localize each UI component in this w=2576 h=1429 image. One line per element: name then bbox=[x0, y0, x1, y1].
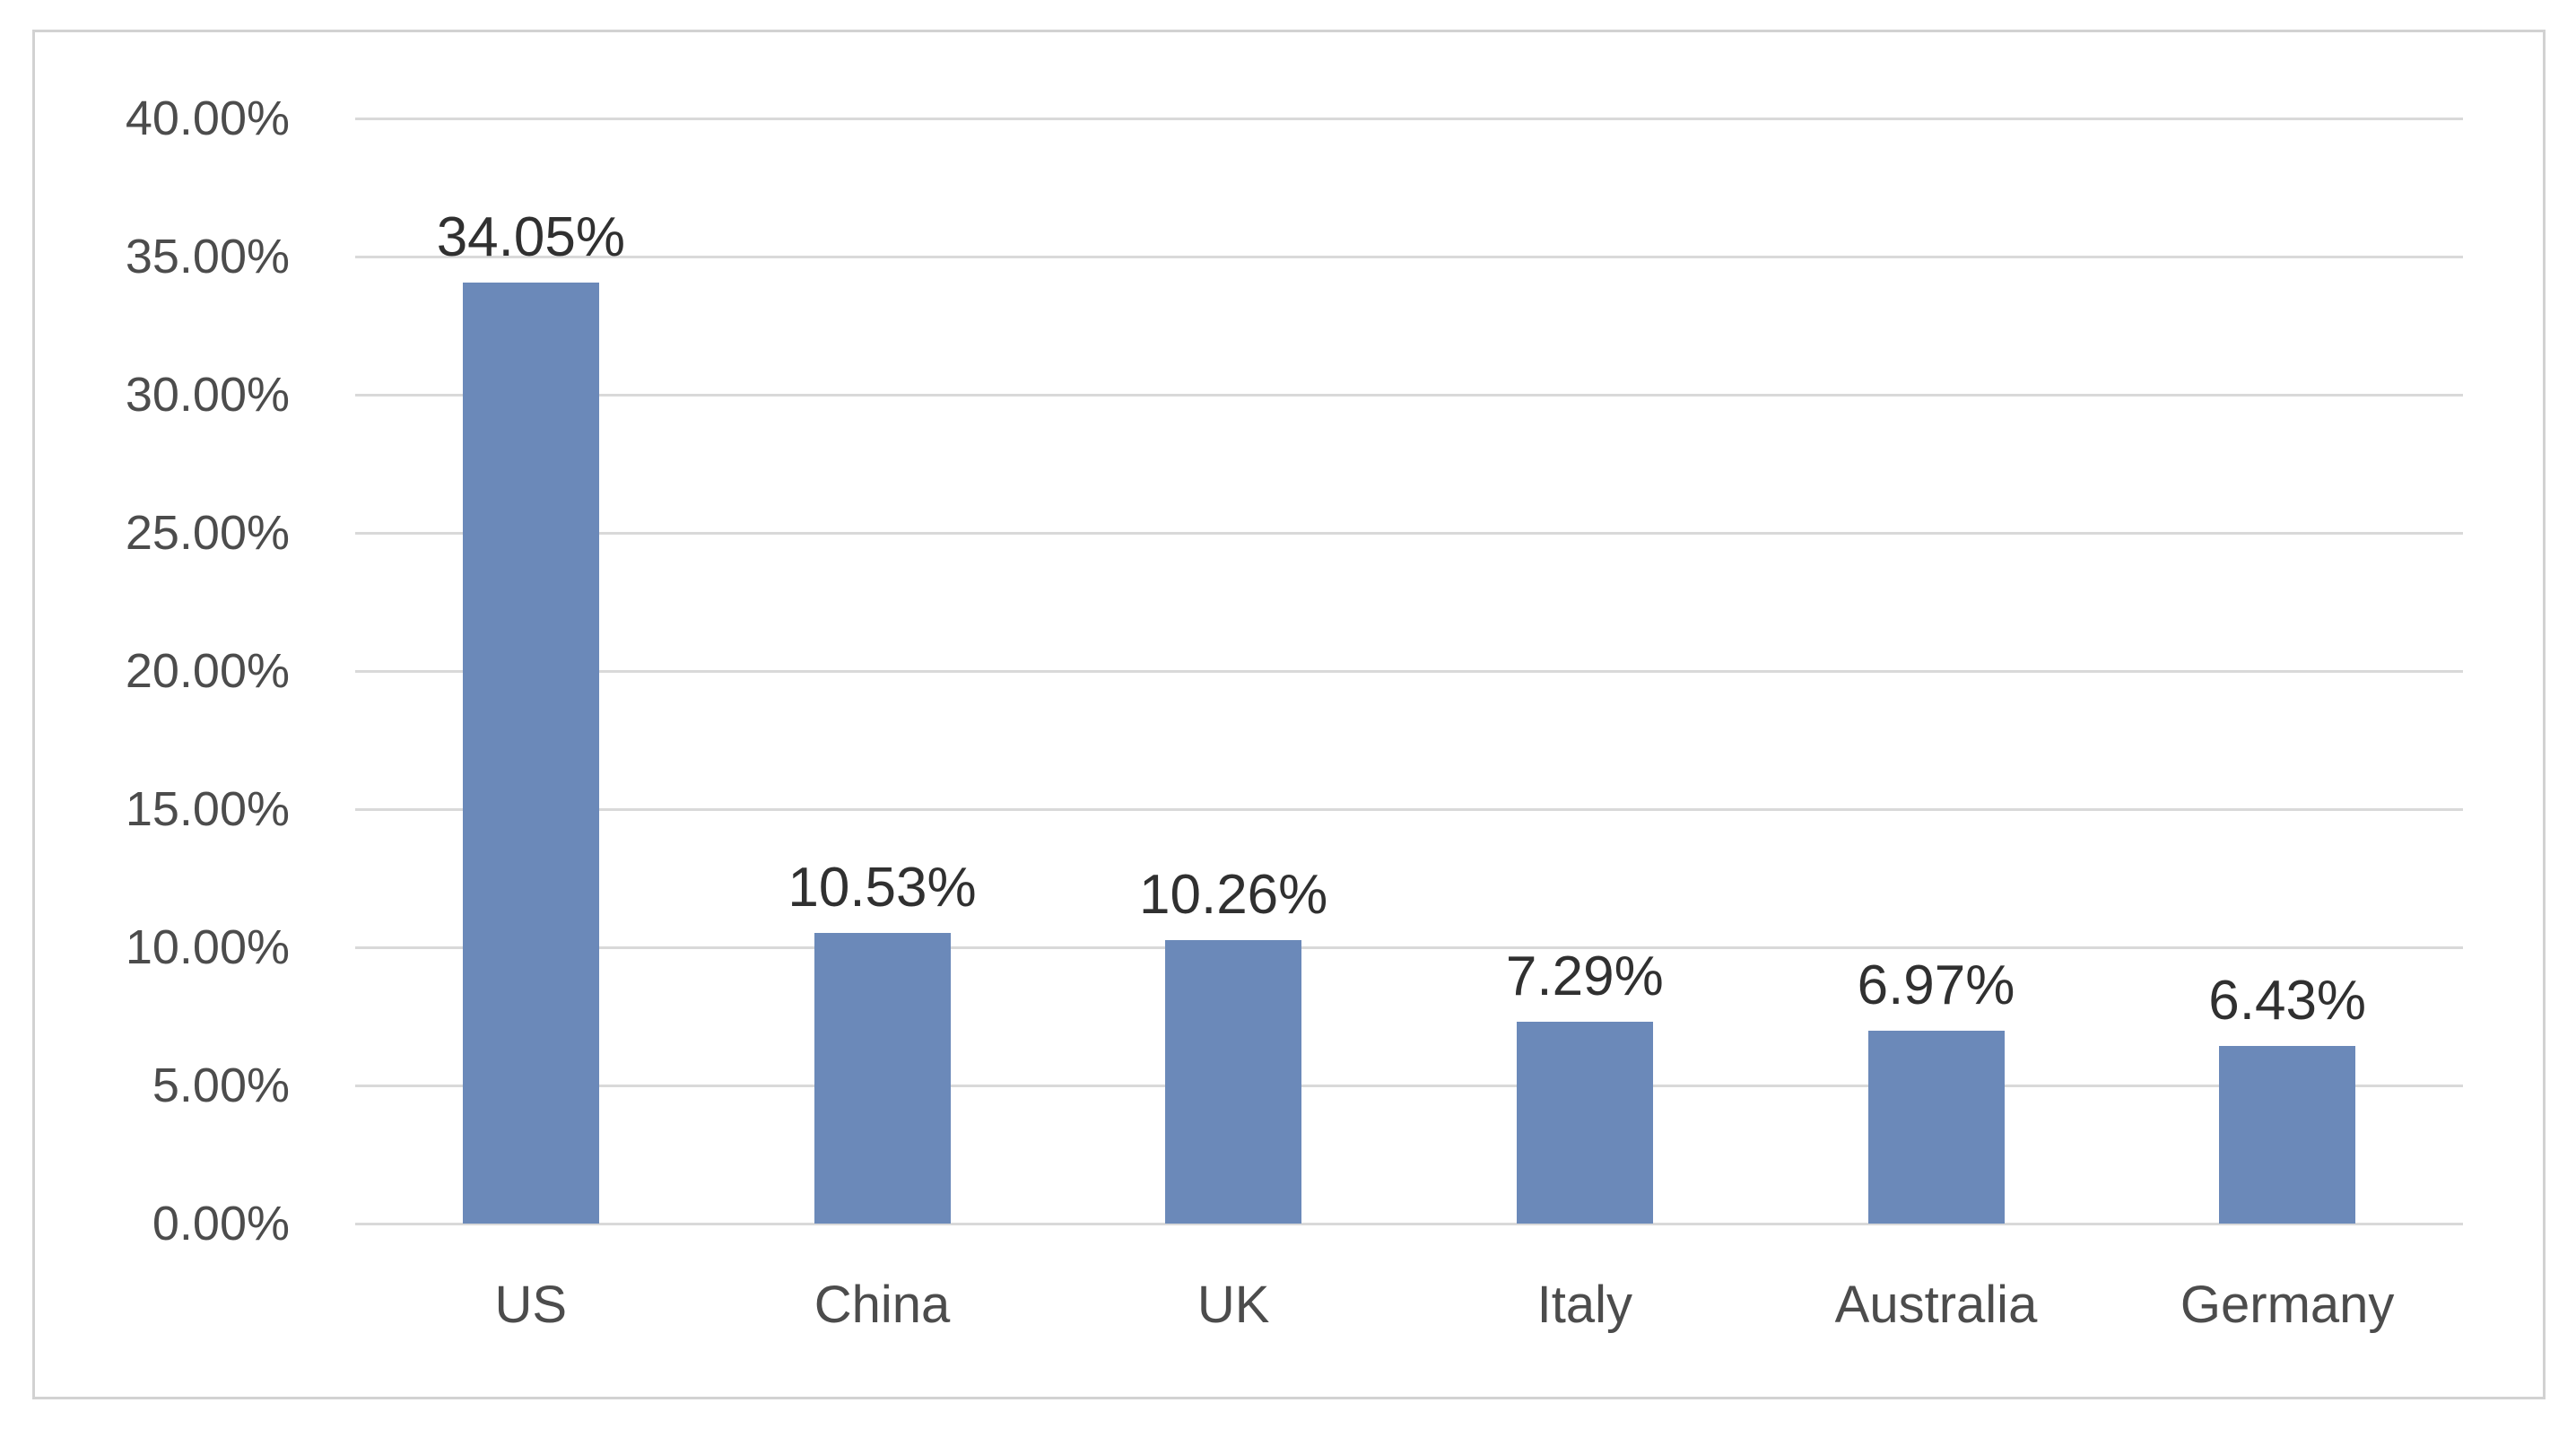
data-label-us: 34.05% bbox=[436, 206, 625, 269]
y-tick-label: 10.00% bbox=[125, 920, 290, 974]
gridline-25 bbox=[355, 532, 2463, 535]
y-tick-label: 5.00% bbox=[152, 1059, 290, 1112]
data-label-australia: 6.97% bbox=[1857, 954, 2015, 1017]
bar-italy bbox=[1516, 1022, 1653, 1224]
x-tick-label-china: China bbox=[814, 1276, 951, 1334]
bar-germany bbox=[2219, 1045, 2356, 1224]
y-tick-label: 0.00% bbox=[152, 1197, 290, 1250]
gridline-30 bbox=[355, 394, 2463, 396]
gridline-15 bbox=[355, 808, 2463, 811]
bar-uk bbox=[1165, 939, 1302, 1224]
x-tick-label-uk: UK bbox=[1197, 1276, 1270, 1334]
y-tick-label: 15.00% bbox=[125, 782, 290, 836]
data-label-china: 10.53% bbox=[788, 856, 977, 919]
y-tick-label: 20.00% bbox=[125, 644, 290, 698]
gridline-35 bbox=[355, 256, 2463, 258]
data-label-italy: 7.29% bbox=[1505, 945, 1664, 1008]
gridline-5 bbox=[355, 1085, 2463, 1087]
y-tick-label: 25.00% bbox=[125, 506, 290, 560]
x-tick-label-us: US bbox=[494, 1276, 568, 1334]
gridline-0 bbox=[355, 1223, 2463, 1225]
data-label-germany: 6.43% bbox=[2208, 969, 2367, 1032]
bar-china bbox=[814, 932, 951, 1224]
data-label-uk: 10.26% bbox=[1139, 863, 1328, 926]
y-tick-label: 40.00% bbox=[125, 91, 290, 145]
x-tick-label-australia: Australia bbox=[1834, 1276, 2038, 1334]
bar-us bbox=[462, 283, 599, 1224]
x-tick-label-italy: Italy bbox=[1536, 1276, 1633, 1334]
gridline-10 bbox=[355, 946, 2463, 949]
chart-frame: 0.00% 5.00% 10.00% 15.00% 20.00% 25.00% 30.00%… bbox=[32, 30, 2546, 1399]
y-tick-label: 35.00% bbox=[125, 230, 290, 283]
gridline-40 bbox=[355, 118, 2463, 120]
y-tick-label: 30.00% bbox=[125, 368, 290, 422]
gridline-20 bbox=[355, 670, 2463, 673]
bar-australia bbox=[1867, 1031, 2005, 1224]
x-tick-label-germany: Germany bbox=[2180, 1276, 2395, 1334]
